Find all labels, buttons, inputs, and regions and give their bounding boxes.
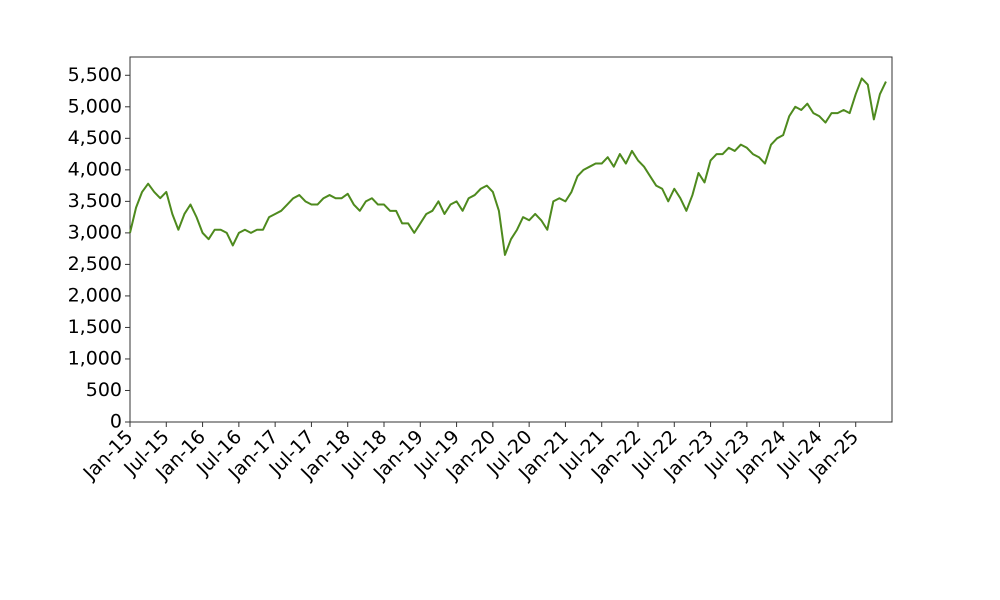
y-tick-label: 2,500 <box>68 253 122 275</box>
y-tick-label: 2,000 <box>68 284 122 306</box>
y-tick-label: 1,000 <box>68 347 122 369</box>
y-tick-label: 5,500 <box>68 64 122 86</box>
y-tick-label: 1,500 <box>68 316 122 338</box>
y-tick-label: 4,500 <box>68 127 122 149</box>
y-tick-label: 0 <box>110 411 122 433</box>
y-tick-label: 3,500 <box>68 190 122 212</box>
line <box>129 77 887 256</box>
y-tick-label: 5,000 <box>68 95 122 117</box>
y-tick-label: 4,000 <box>68 158 122 180</box>
y-tick-label: 500 <box>86 379 122 401</box>
y-tick-label: 3,000 <box>68 221 122 243</box>
plot-frame <box>129 56 893 423</box>
